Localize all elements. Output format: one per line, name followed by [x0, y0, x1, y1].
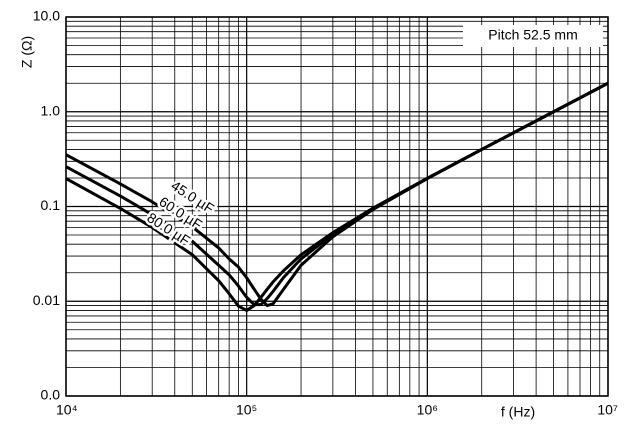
y-tick-label: 0.0 — [41, 387, 61, 403]
series-line — [65, 81, 609, 308]
x-axis-label: f (Hz) — [501, 404, 535, 420]
annotation-box — [463, 25, 603, 47]
y-tick-label: 1.0 — [41, 102, 61, 118]
plot-frame — [65, 16, 609, 397]
y-tick-label: 0.1 — [41, 197, 61, 213]
y-axis-label: Z (Ω) — [19, 36, 35, 68]
series-line — [65, 81, 609, 312]
x-tick-label: 10⁵ — [236, 402, 257, 418]
y-tick-label: 10.0 — [33, 8, 60, 24]
y-tick-label: 0.01 — [33, 292, 60, 308]
x-tick-label: 10⁶ — [417, 402, 438, 418]
x-tick-label: 10⁷ — [597, 402, 618, 418]
annotation: Pitch 52.5 mm — [488, 27, 577, 43]
x-tick-label: 10⁴ — [56, 402, 78, 418]
